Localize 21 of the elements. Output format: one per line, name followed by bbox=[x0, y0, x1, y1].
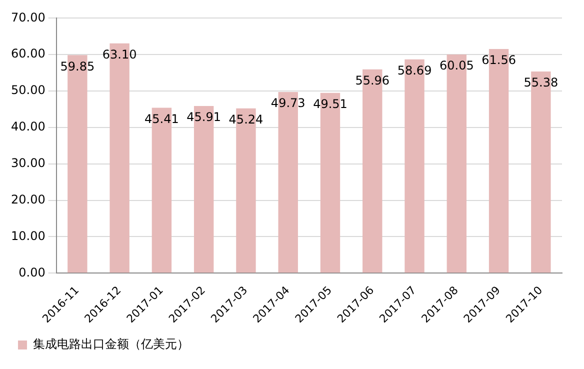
data-label: 45.41 bbox=[144, 112, 179, 126]
y-tick-label: 50.00 bbox=[10, 83, 46, 98]
data-label: 60.05 bbox=[439, 58, 474, 73]
y-tick-label: 30.00 bbox=[10, 156, 46, 170]
data-label: 55.96 bbox=[355, 73, 390, 88]
data-label: 63.10 bbox=[102, 47, 137, 62]
y-tick-label: 60.00 bbox=[10, 46, 46, 61]
data-label: 49.73 bbox=[270, 96, 306, 110]
y-tick-label: 20.00 bbox=[10, 192, 46, 206]
data-label: 55.38 bbox=[524, 76, 558, 90]
data-label: 59.85 bbox=[60, 59, 95, 74]
y-tick-label: 70.00 bbox=[10, 10, 46, 24]
y-tick-label: 10.00 bbox=[10, 228, 46, 243]
data-label: 45.24 bbox=[228, 112, 264, 127]
data-label: 58.69 bbox=[397, 64, 432, 78]
legend-label: 集成电路出口金额（亿美元） bbox=[33, 337, 189, 352]
y-tick-label: 0.00 bbox=[18, 265, 46, 280]
data-label: 61.56 bbox=[482, 53, 516, 68]
data-label: 49.51 bbox=[313, 96, 348, 111]
y-tick-label: 40.00 bbox=[10, 120, 46, 134]
data-label: 45.91 bbox=[186, 110, 222, 124]
